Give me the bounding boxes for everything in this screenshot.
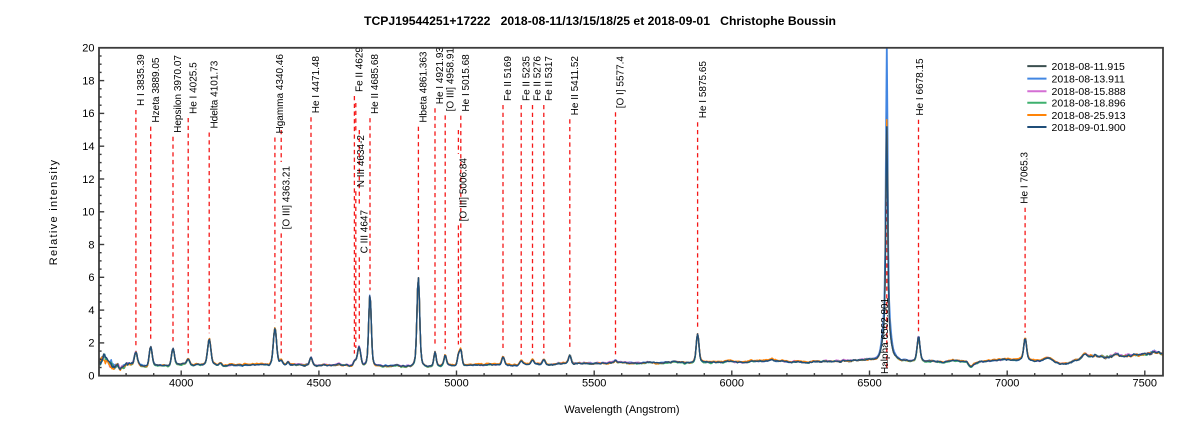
- svg-text:2018-08-15.888: 2018-08-15.888: [1052, 86, 1126, 98]
- svg-text:Fe II 4629: Fe II 4629: [355, 47, 366, 92]
- svg-text:He II 5411.52: He II 5411.52: [570, 56, 581, 116]
- svg-text:Relative intensity: Relative intensity: [48, 159, 60, 266]
- svg-text:16: 16: [82, 108, 94, 120]
- svg-text:He I 4471.48: He I 4471.48: [311, 56, 322, 114]
- svg-text:7500: 7500: [1133, 378, 1157, 390]
- svg-text:2018-08-13.911: 2018-08-13.911: [1052, 73, 1126, 85]
- svg-text:8: 8: [88, 239, 94, 251]
- svg-text:N III 4634-2: N III 4634-2: [356, 135, 367, 188]
- svg-text:[O III] 4363.21: [O III] 4363.21: [281, 166, 292, 230]
- svg-text:Fe II 5169: Fe II 5169: [503, 56, 514, 101]
- svg-text:Hgamma 4340.46: Hgamma 4340.46: [275, 54, 286, 134]
- svg-text:Hdelta 4101.73: Hdelta 4101.73: [209, 60, 220, 128]
- svg-text:Fe II 5276: Fe II 5276: [533, 56, 544, 101]
- svg-text:Fe II 5235: Fe II 5235: [521, 56, 532, 101]
- svg-text:6500: 6500: [857, 378, 881, 390]
- svg-text:[O III] 5006.84: [O III] 5006.84: [459, 158, 470, 222]
- svg-text:He I 6678.15: He I 6678.15: [915, 58, 926, 116]
- svg-text:2: 2: [88, 338, 94, 350]
- svg-text:2018-08-11.915: 2018-08-11.915: [1052, 61, 1126, 73]
- svg-text:He II 4685.68: He II 4685.68: [370, 54, 381, 114]
- svg-text:7000: 7000: [995, 378, 1019, 390]
- svg-text:2018-09-01.900: 2018-09-01.900: [1052, 122, 1126, 134]
- svg-text:6: 6: [88, 272, 94, 284]
- svg-text:H I 3835.39: H I 3835.39: [136, 54, 147, 106]
- svg-text:He I 7065.3: He I 7065.3: [1020, 152, 1031, 204]
- svg-text:[O I] 5577.4: [O I] 5577.4: [616, 56, 627, 109]
- svg-text:TCPJ19544251+17222 2018-08-1: TCPJ19544251+17222 2018-08-11/13/15/18/2…: [364, 14, 836, 28]
- svg-text:6000: 6000: [720, 378, 744, 390]
- svg-text:4000: 4000: [169, 378, 193, 390]
- svg-text:2018-08-25.913: 2018-08-25.913: [1052, 110, 1126, 122]
- svg-text:He I 5015.68: He I 5015.68: [461, 54, 472, 112]
- svg-text:He I 5875.65: He I 5875.65: [698, 61, 709, 119]
- svg-text:C III 4647: C III 4647: [360, 210, 371, 254]
- svg-text:Fe II 5317: Fe II 5317: [544, 56, 555, 101]
- svg-text:14: 14: [82, 141, 94, 153]
- svg-text:4: 4: [88, 305, 94, 317]
- svg-text:Wavelength (Angstrom): Wavelength (Angstrom): [564, 404, 679, 416]
- svg-text:Hbeta 4861.363: Hbeta 4861.363: [419, 51, 430, 123]
- svg-text:[O III] 4958.91: [O III] 4958.91: [445, 48, 456, 112]
- svg-text:Hepsilon 3970.07: Hepsilon 3970.07: [173, 55, 184, 133]
- svg-text:Hzeta 3889.05: Hzeta 3889.05: [151, 57, 162, 122]
- svg-text:He I 4921.93: He I 4921.93: [435, 47, 446, 105]
- svg-text:10: 10: [82, 207, 94, 219]
- svg-text:4500: 4500: [307, 378, 331, 390]
- svg-text:He I 4025.5: He I 4025.5: [188, 62, 199, 114]
- svg-text:0: 0: [88, 371, 94, 383]
- svg-text:2018-08-18.896: 2018-08-18.896: [1052, 98, 1126, 110]
- svg-text:18: 18: [82, 75, 94, 87]
- svg-text:5000: 5000: [444, 378, 468, 390]
- svg-text:12: 12: [82, 174, 94, 186]
- svg-text:20: 20: [82, 43, 94, 55]
- svg-text:5500: 5500: [582, 378, 606, 390]
- svg-text:Halpha 6562.801: Halpha 6562.801: [880, 297, 891, 374]
